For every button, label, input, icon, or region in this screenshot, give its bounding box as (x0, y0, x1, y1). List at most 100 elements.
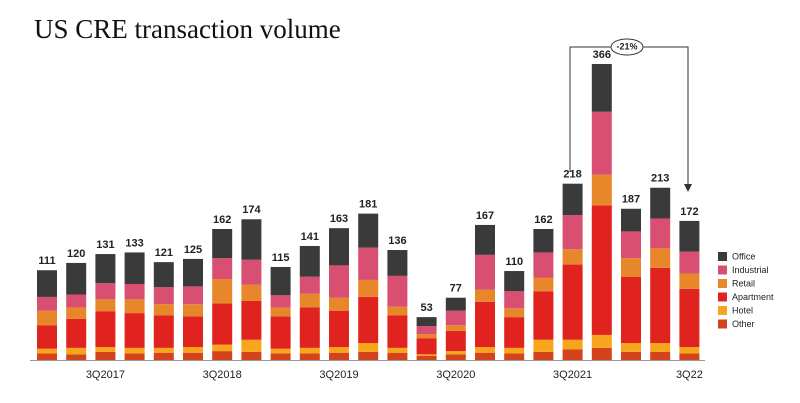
bar-segment (679, 273, 700, 289)
bar-segment (504, 347, 525, 354)
total-label: 121 (155, 247, 173, 259)
annotation-bubble (610, 38, 644, 56)
bar-segment (679, 288, 700, 348)
bar-segment (562, 215, 583, 250)
x-tick-label: 3Q2021 (553, 369, 592, 381)
bar-segment (475, 301, 495, 348)
bar-segment (475, 352, 495, 360)
legend-label: Other (732, 319, 755, 329)
bar-segment (95, 347, 116, 352)
bar-segment (329, 347, 349, 353)
total-label: 141 (301, 231, 319, 243)
bar-segment (95, 311, 116, 348)
total-label: 218 (563, 169, 581, 181)
bar-segment (183, 316, 203, 348)
bar-segment (66, 307, 87, 319)
bar-segment (562, 349, 583, 360)
total-label: 213 (651, 173, 669, 185)
bar-segment (183, 352, 203, 360)
x-tick-label: 3Q2020 (436, 369, 475, 381)
chart-title: US CRE transaction volume (34, 14, 341, 44)
bar-segment (621, 258, 641, 277)
bar-segment (241, 300, 262, 340)
bar-segment (270, 307, 291, 317)
bar-segment (445, 297, 466, 311)
total-label: 172 (680, 206, 698, 218)
bar-segment (37, 296, 57, 311)
bar-segment (270, 295, 291, 308)
bar-segment (241, 284, 262, 301)
bar-segment (475, 347, 495, 353)
bar-segment (679, 251, 700, 274)
bar-segment (95, 351, 116, 360)
bar-segment (66, 294, 87, 308)
bar-segment (475, 289, 495, 302)
bar-segment (124, 347, 145, 354)
annotation: -21% (616, 41, 637, 51)
bar-segment (562, 339, 583, 350)
legend-label: Office (732, 251, 755, 261)
total-label: 167 (476, 210, 494, 222)
legend-label: Apartment (732, 292, 774, 302)
total-label: 162 (534, 214, 552, 226)
bar-segment (329, 310, 349, 348)
bar-segment (475, 254, 495, 290)
total-label: 110 (505, 256, 523, 268)
bar-segment (387, 315, 408, 348)
bar-segment (153, 347, 174, 353)
x-tick-label: 3Q2017 (86, 369, 125, 381)
bar-segment (387, 306, 408, 316)
bar-segment (591, 347, 612, 360)
bar-segment (504, 291, 525, 309)
total-label: 163 (330, 213, 348, 225)
bar-segment (591, 64, 612, 112)
bar-segment (591, 334, 612, 348)
bar-segment (416, 338, 437, 355)
x-tick-label: 3Q22 (676, 369, 703, 381)
bar-segment (299, 245, 320, 277)
bar-segment (533, 351, 554, 360)
bar-segment (358, 296, 379, 344)
bar-segment (299, 307, 320, 348)
bar-segment (66, 354, 87, 360)
bar-segment (504, 308, 525, 318)
bar-segment (650, 187, 671, 219)
bar-segment (270, 353, 291, 360)
bar-segment (66, 262, 87, 295)
bar-segment (153, 352, 174, 360)
bar-segment (270, 316, 291, 349)
bar-segment (621, 231, 641, 259)
total-label: 136 (388, 235, 406, 247)
bar-segment (299, 347, 320, 354)
legend-swatch (718, 279, 727, 288)
bar-segment (37, 353, 57, 360)
bar-segment (241, 219, 262, 260)
bar-segment (358, 247, 379, 280)
legend-swatch (718, 306, 727, 315)
bar-segment (329, 265, 349, 298)
total-label: 174 (242, 204, 261, 216)
bar-segment (591, 205, 612, 335)
bar-segment (533, 252, 554, 278)
total-label: 120 (67, 248, 85, 260)
bar-segment (533, 228, 554, 253)
bar-segment (358, 351, 379, 360)
total-label: 115 (272, 252, 290, 264)
bar-segment (329, 352, 349, 360)
bar-segment (66, 347, 87, 355)
bar-segment (650, 343, 671, 352)
total-label: 187 (622, 194, 640, 206)
total-label: 111 (38, 255, 55, 267)
bar-segment (416, 317, 437, 327)
bar-segment (416, 334, 437, 339)
bar-segment (241, 259, 262, 285)
total-label: 77 (450, 283, 462, 295)
legend-swatch (718, 319, 727, 329)
bar-segment (358, 279, 379, 297)
bar-segment (66, 318, 87, 348)
bar-segment (95, 299, 116, 312)
bar-segment (95, 283, 116, 300)
bar-segment (591, 174, 612, 206)
bar-segment (679, 353, 700, 360)
bar-segment (124, 353, 145, 360)
